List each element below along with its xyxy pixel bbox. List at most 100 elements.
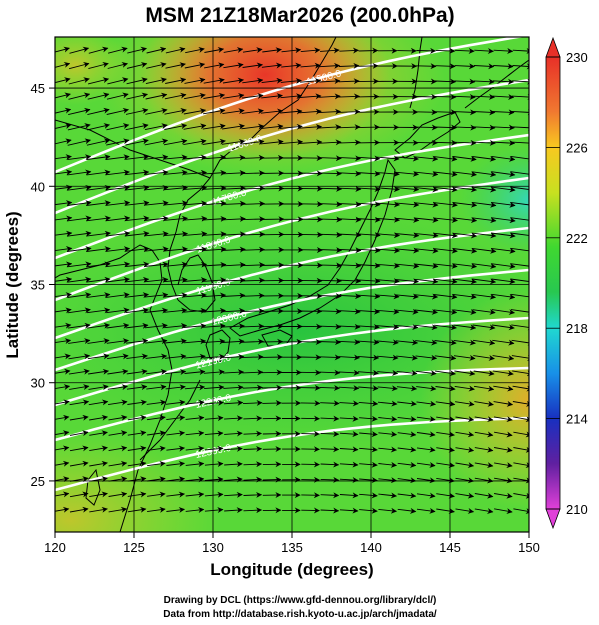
wind-vector (204, 47, 225, 53)
wind-vector (414, 324, 438, 331)
wind-vector (243, 445, 263, 452)
colorbar-top-triangle (545, 36, 561, 58)
wind-vector (202, 185, 227, 192)
wind-vector (279, 123, 303, 130)
wind-vector (243, 461, 263, 468)
wind-vector (377, 385, 398, 392)
wind-vector (144, 123, 168, 131)
wind-vector (281, 47, 302, 54)
wind-vector (280, 93, 303, 100)
x-tick-label: 130 (202, 540, 224, 555)
wind-vector (165, 368, 187, 375)
wind-vector (452, 201, 478, 208)
wind-vector (182, 261, 208, 268)
wind-vector (492, 370, 514, 377)
wind-vector (202, 123, 226, 130)
wind-vector (241, 338, 264, 345)
wind-vector (436, 508, 455, 514)
wind-vector (317, 185, 343, 192)
wind-vector (494, 477, 513, 484)
wind-vector (317, 201, 343, 208)
wind-vector (221, 215, 246, 222)
wind-vector (68, 353, 91, 360)
wind-vector (222, 108, 245, 115)
wind-vector (358, 62, 379, 69)
wind-vector (67, 276, 92, 283)
wind-vector (491, 293, 516, 300)
wind-vector (55, 215, 73, 222)
wind-vector (472, 109, 496, 116)
wind-vector (204, 384, 225, 391)
wind-vector (163, 261, 188, 268)
wind-vector (67, 200, 92, 207)
wind-vector (67, 261, 92, 268)
wind-vector (240, 277, 265, 284)
wind-vector (127, 46, 147, 54)
wind-vector (108, 430, 128, 437)
wind-vector (377, 369, 399, 376)
wind-vector (494, 462, 513, 469)
wind-vector (317, 216, 343, 223)
wind-vector (166, 430, 185, 437)
wind-vector (166, 445, 185, 452)
wind-vector (337, 108, 361, 115)
x-tick-label: 120 (44, 540, 66, 555)
wind-vector (182, 246, 208, 253)
wind-vector (339, 431, 359, 438)
wind-vector (163, 200, 188, 207)
wind-vector (241, 123, 265, 130)
wind-vector (395, 339, 419, 346)
wind-vector (66, 230, 92, 237)
wind-vector (338, 354, 360, 361)
wind-vector (452, 217, 478, 224)
wind-vector (414, 155, 439, 162)
wind-vector (510, 247, 529, 254)
wind-vector (397, 415, 417, 422)
wind-vector (510, 232, 529, 239)
wind-vector (240, 170, 265, 177)
wind-vector (55, 169, 73, 176)
wind-vector (166, 415, 186, 421)
wind-vector (375, 170, 400, 177)
wind-vector (87, 77, 110, 85)
wind-vector (491, 171, 516, 178)
wind-vector (453, 324, 477, 331)
wind-vector (67, 123, 91, 131)
wind-vector (166, 491, 185, 498)
wind-vector (453, 139, 477, 146)
wind-vector (147, 491, 166, 498)
wind-vector (318, 339, 341, 346)
wind-vector (472, 139, 496, 146)
wind-vector (453, 309, 477, 315)
wind-vector (224, 507, 243, 514)
wind-vector (145, 368, 167, 375)
wind-vector (124, 246, 150, 253)
wind-vector (317, 170, 342, 177)
wind-vector (106, 322, 130, 329)
wind-vector (108, 476, 128, 483)
wind-vector (435, 400, 456, 407)
wind-vector (204, 445, 224, 452)
wind-vector (69, 460, 89, 467)
wind-vector (397, 446, 417, 453)
wind-vector (435, 47, 456, 54)
wind-vector (105, 215, 131, 222)
wind-vector (317, 277, 342, 284)
wind-vector (433, 139, 458, 146)
wind-vector (473, 93, 495, 100)
wind-vector (108, 491, 128, 498)
wind-vector (413, 247, 439, 254)
wind-vector (69, 491, 89, 498)
wind-vector (452, 155, 477, 162)
wind-vector (224, 476, 243, 483)
wind-vector (337, 139, 361, 146)
wind-vector (144, 154, 169, 161)
wind-vector (223, 47, 244, 53)
x-tick-label: 125 (123, 540, 145, 555)
wind-vector (337, 124, 361, 131)
wind-vector (434, 93, 457, 100)
wind-vector (336, 216, 362, 223)
wind-vector (144, 322, 168, 329)
wind-vector (434, 78, 457, 85)
wind-vector (339, 507, 359, 514)
